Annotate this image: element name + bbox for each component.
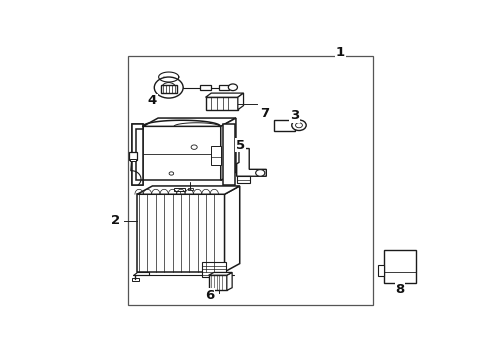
Circle shape xyxy=(256,170,265,176)
Bar xyxy=(220,278,228,281)
Text: 7: 7 xyxy=(260,107,270,120)
Text: 1: 1 xyxy=(336,46,345,59)
Bar xyxy=(129,159,136,161)
Polygon shape xyxy=(237,149,267,176)
Bar xyxy=(206,97,238,110)
Bar xyxy=(222,123,235,185)
Bar xyxy=(131,123,143,185)
Polygon shape xyxy=(143,118,236,126)
Bar xyxy=(211,146,220,165)
Text: 4: 4 xyxy=(148,94,157,107)
Bar xyxy=(378,265,384,276)
Circle shape xyxy=(154,77,183,98)
Bar xyxy=(128,56,373,305)
Polygon shape xyxy=(206,93,244,97)
Bar xyxy=(188,188,193,190)
Bar xyxy=(219,85,229,90)
Bar xyxy=(209,275,227,291)
Bar xyxy=(274,120,295,131)
Text: 3: 3 xyxy=(290,109,299,122)
Bar xyxy=(131,278,139,281)
Polygon shape xyxy=(220,118,236,180)
Polygon shape xyxy=(224,186,240,272)
Circle shape xyxy=(228,84,238,91)
Text: 6: 6 xyxy=(205,289,214,302)
Text: 8: 8 xyxy=(395,283,405,296)
Bar xyxy=(200,85,211,90)
Bar xyxy=(161,85,177,93)
Bar xyxy=(143,126,220,180)
Circle shape xyxy=(292,120,306,131)
Bar xyxy=(384,250,416,283)
Polygon shape xyxy=(209,273,232,275)
Polygon shape xyxy=(137,186,240,194)
Text: 5: 5 xyxy=(236,139,245,152)
Bar xyxy=(137,194,224,272)
Text: 2: 2 xyxy=(111,214,120,227)
Bar xyxy=(202,262,226,278)
Bar xyxy=(129,152,137,159)
Polygon shape xyxy=(131,123,143,185)
Polygon shape xyxy=(227,273,232,291)
Bar xyxy=(174,188,185,191)
Bar xyxy=(237,176,250,183)
Polygon shape xyxy=(238,93,244,110)
Polygon shape xyxy=(133,272,148,275)
